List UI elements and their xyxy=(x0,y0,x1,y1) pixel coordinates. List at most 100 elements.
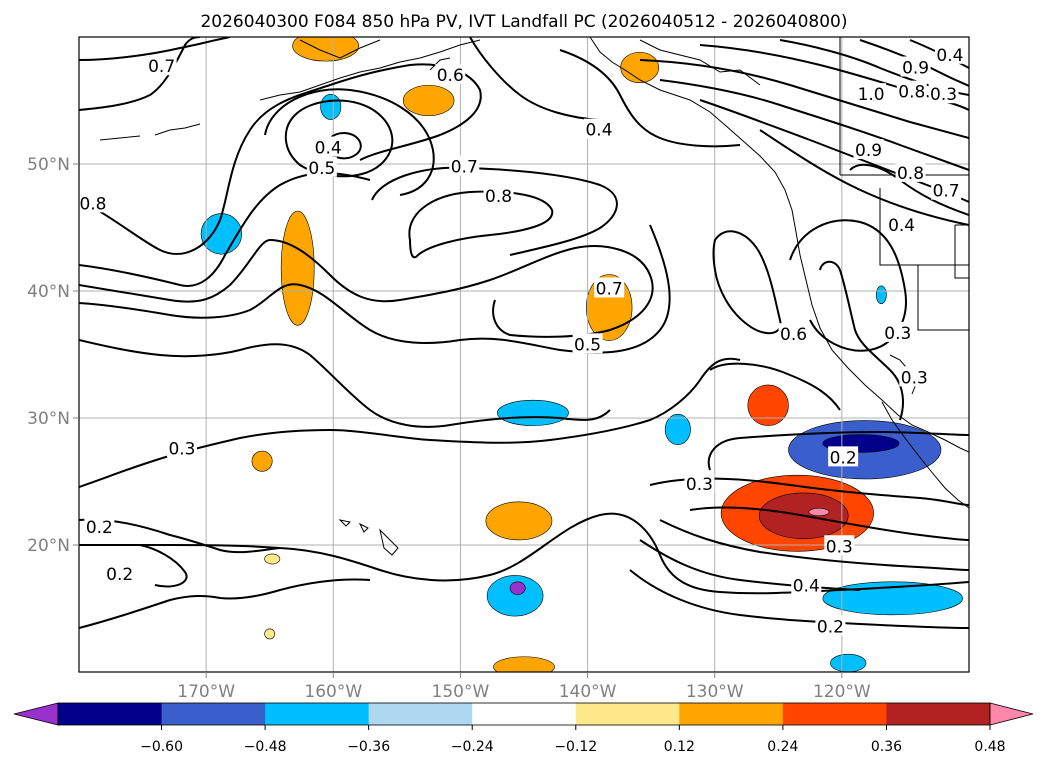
pv-label-bg-20 xyxy=(828,446,859,467)
pv-label-24: 0.4 xyxy=(793,577,820,597)
pv-label-bg-1 xyxy=(435,64,466,85)
pv-label-bg-28 xyxy=(928,83,959,104)
pv-label-27: 0.8 xyxy=(898,83,925,103)
ivt-blob-1 xyxy=(320,93,342,120)
ivt-blob-14 xyxy=(808,507,830,517)
pv-label-bg-18 xyxy=(166,437,197,458)
pv-label-18: 0.3 xyxy=(168,439,195,459)
pv-label-19: 0.3 xyxy=(686,475,713,495)
pv-label-14: 0.7 xyxy=(933,182,960,202)
pv-label-7: 0.8 xyxy=(79,194,106,214)
pv-label-bg-6 xyxy=(584,118,615,139)
colorbar-extend-low xyxy=(13,702,59,726)
colorbar-segment-6 xyxy=(679,703,784,725)
ivt-blob-22 xyxy=(875,285,887,304)
colorbar-segment-5 xyxy=(575,703,680,725)
ivt-blob-2 xyxy=(280,210,315,326)
ivt-blob-23 xyxy=(264,553,281,565)
x-tick-label-5: 120°W xyxy=(813,682,871,702)
pv-label-bg-12 xyxy=(853,139,884,160)
pv-label-13: 0.8 xyxy=(897,164,924,184)
pv-label-28: 0.3 xyxy=(930,85,957,105)
pv-label-bg-15 xyxy=(886,213,917,234)
pv-label-9: 0.5 xyxy=(574,335,601,355)
colorbar-tick-label-5: 0.12 xyxy=(664,739,695,755)
y-tick-label-0: 50°N xyxy=(27,155,70,175)
pv-label-bg-27 xyxy=(896,80,927,101)
x-tick-label-4: 130°W xyxy=(686,682,744,702)
pv-label-11: 1.0 xyxy=(858,85,885,105)
x-tick-label-1: 160°W xyxy=(304,682,362,702)
colorbar-segment-3 xyxy=(368,703,473,725)
pv-label-bg-9 xyxy=(572,333,603,354)
pv-label-29: 0.4 xyxy=(936,46,963,66)
x-axis-ticks: 170°W 160°W 150°W 140°W 130°W 120°W xyxy=(177,672,871,702)
ivt-blob-15 xyxy=(485,501,553,541)
pv-label-5: 0.8 xyxy=(485,187,512,207)
y-tick-label-2: 30°N xyxy=(27,409,70,429)
colorbar-segment-0 xyxy=(58,703,163,725)
colorbar-tick-label-7: 0.36 xyxy=(871,739,902,755)
pv-label-bg-26 xyxy=(900,56,931,77)
map-background xyxy=(79,37,969,672)
pv-label-26: 0.9 xyxy=(902,58,929,78)
map-area: 0.7 0.60.40.5 0.70.80.40.80.70.50.61.00.90… xyxy=(79,37,969,672)
pv-label-bg-29 xyxy=(934,43,965,64)
colorbar-tick-label-6: 0.24 xyxy=(767,739,798,755)
pv-label-bg-16 xyxy=(882,321,913,342)
map-frame xyxy=(78,36,970,673)
ivt-blob-24 xyxy=(264,628,276,640)
pv-label-bg-7 xyxy=(79,192,108,213)
pv-label-0: 0.7 xyxy=(148,57,175,77)
pv-label-bg-0 xyxy=(146,55,177,76)
pv-label-21: 0.2 xyxy=(86,518,113,538)
ivt-blob-19 xyxy=(251,450,273,472)
colorbar: −0.60 −0.48 −0.36 −0.24 −0.12 0.12 0.24 0.36 0.4… xyxy=(13,702,1034,755)
pv-label-bg-19 xyxy=(684,473,715,494)
colorbar-tick-label-2: −0.36 xyxy=(347,739,390,755)
ivt-blob-20 xyxy=(493,656,555,672)
colorbar-tick-label-4: −0.12 xyxy=(554,739,597,755)
pv-label-12: 0.9 xyxy=(855,141,882,161)
y-axis-ticks: 50°N 40°N 30°N 20°N xyxy=(27,155,79,556)
pv-label-bg-10 xyxy=(778,323,809,344)
pv-label-15: 0.4 xyxy=(888,216,915,236)
pv-label-8: 0.7 xyxy=(596,279,623,299)
pv-label-22: 0.2 xyxy=(106,565,133,585)
pv-label-bg-13 xyxy=(895,161,926,182)
pv-label-bg-24 xyxy=(791,574,822,595)
colorbar-outline xyxy=(57,702,991,726)
colorbar-segment-2 xyxy=(265,703,370,725)
colorbar-tick-label-3: −0.24 xyxy=(451,739,494,755)
pv-label-bg-22 xyxy=(104,563,135,584)
pv-label-bg-17 xyxy=(899,366,930,387)
pv-label-bg-23 xyxy=(824,535,855,556)
pv-label-17: 0.3 xyxy=(901,368,928,388)
pv-label-23: 0.3 xyxy=(826,537,853,557)
pv-label-4: 0.7 xyxy=(451,158,478,178)
pv-label-bg-5 xyxy=(483,184,514,205)
pv-label-10: 0.6 xyxy=(780,325,807,345)
pv-label-bg-25 xyxy=(815,615,846,636)
colorbar-segment-7 xyxy=(782,703,887,725)
ivt-blob-17 xyxy=(509,581,526,595)
colorbar-segment-8 xyxy=(886,703,991,725)
colorbar-tick-label-1: −0.48 xyxy=(244,739,287,755)
x-tick-label-2: 150°W xyxy=(432,682,490,702)
ivt-blob-7 xyxy=(747,384,789,426)
pv-label-20: 0.2 xyxy=(830,448,857,468)
pv-label-25: 0.2 xyxy=(817,617,844,637)
pv-label-1: 0.6 xyxy=(437,66,464,86)
pv-label-2: 0.4 xyxy=(315,138,342,158)
pv-label-bg-3 xyxy=(306,156,337,177)
ivt-blob-21 xyxy=(830,653,867,672)
x-tick-label-3: 140°W xyxy=(559,682,617,702)
colorbar-tick-label-8: 0.48 xyxy=(974,739,1005,755)
pv-label-16: 0.3 xyxy=(884,324,911,344)
pv-label-bg-11 xyxy=(856,83,887,104)
colorbar-extend-high xyxy=(989,702,1034,726)
ivt-blob-8 xyxy=(497,399,569,426)
ivt-blob-9 xyxy=(664,413,691,445)
pv-label-3: 0.5 xyxy=(308,159,335,179)
